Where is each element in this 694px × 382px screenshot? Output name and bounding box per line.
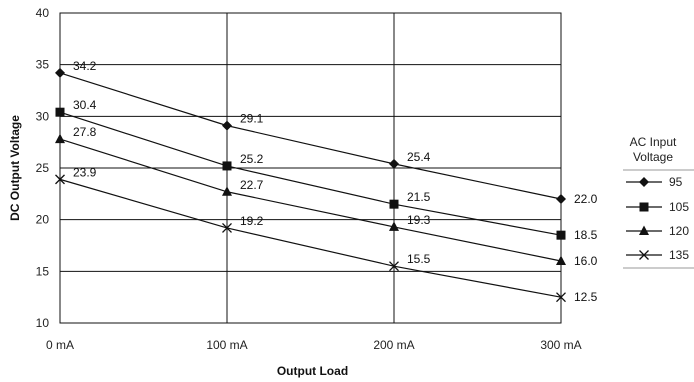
square-marker <box>55 107 65 117</box>
data-label: 23.9 <box>73 165 97 179</box>
legend-item-95: 95 <box>626 175 683 189</box>
diamond-marker <box>55 67 65 78</box>
x-marker <box>639 250 649 260</box>
data-label: 22.7 <box>240 178 264 192</box>
series-line <box>59 111 562 236</box>
plot-frame <box>59 12 562 324</box>
diamond-marker <box>222 120 232 131</box>
legend-item-105: 105 <box>626 200 689 214</box>
data-label: 15.5 <box>407 252 431 266</box>
x-marker-stroke <box>222 222 232 233</box>
legend-title-line2: Voltage <box>633 150 673 164</box>
x-marker-stroke <box>639 250 649 260</box>
triangle-marker <box>639 225 649 235</box>
legend-label: 105 <box>669 200 689 214</box>
triangle-marker <box>556 255 566 265</box>
diamond-marker <box>389 158 399 169</box>
data-label: 34.2 <box>73 59 97 73</box>
data-label: 25.4 <box>407 150 431 164</box>
square-marker <box>556 230 566 240</box>
data-label: 22.0 <box>574 192 598 206</box>
y-tick-label: 15 <box>36 264 50 278</box>
diamond-marker <box>639 177 649 187</box>
x-axis-title: Output Load <box>277 364 348 378</box>
diamond-marker <box>556 194 566 204</box>
y-axis-title: DC Output Voltage <box>8 115 22 221</box>
data-label: 25.2 <box>240 152 264 166</box>
series-layer: 34.2 29.1 25.4 22.0 30.4 25.2 21.5 18.5 27.8 22.7… <box>55 59 598 304</box>
x-tick-label: 200 mA <box>373 338 414 352</box>
triangle-marker <box>55 133 65 144</box>
square-marker <box>389 199 399 209</box>
grid-layer <box>59 12 562 324</box>
triangle-marker <box>389 221 399 231</box>
data-label: 16.0 <box>574 254 598 268</box>
data-label: 29.1 <box>240 112 264 126</box>
square-marker <box>639 202 649 212</box>
legend-item-135: 135 <box>626 248 689 262</box>
x-tick-label: 300 mA <box>540 338 581 352</box>
triangle-marker <box>222 186 232 196</box>
series-line <box>59 138 562 262</box>
series-120: 27.8 22.7 19.3 16.0 <box>55 125 598 268</box>
x-marker <box>389 261 399 272</box>
series-105: 30.4 25.2 21.5 18.5 <box>55 98 598 242</box>
data-label: 27.8 <box>73 125 97 139</box>
data-label: 30.4 <box>73 98 97 112</box>
x-marker <box>556 292 566 303</box>
y-tick-label: 30 <box>36 109 50 123</box>
legend-label: 95 <box>669 175 683 189</box>
data-label: 21.5 <box>407 190 431 204</box>
x-tick-labels: 0 mA 100 mA 200 mA 300 mA <box>46 338 582 352</box>
square-marker <box>222 161 232 171</box>
legend-label: 135 <box>669 248 689 262</box>
x-marker-stroke <box>55 174 65 185</box>
series-line <box>59 72 562 200</box>
y-tick-label: 10 <box>36 316 50 330</box>
x-marker <box>222 222 232 233</box>
legend-items: 95 105 120 135 <box>623 169 694 269</box>
legend: AC Input Voltage 95 105 120 135 <box>623 135 694 269</box>
legend-item-120: 120 <box>626 224 689 238</box>
x-tick-label: 100 mA <box>206 338 247 352</box>
x-marker <box>55 174 65 185</box>
y-tick-labels: 10 15 20 25 30 35 40 <box>36 6 50 330</box>
data-label: 19.2 <box>240 214 264 228</box>
x-marker-stroke <box>389 261 399 272</box>
y-tick-label: 25 <box>36 161 50 175</box>
data-label: 19.3 <box>407 213 431 227</box>
data-label: 18.5 <box>574 228 598 242</box>
series-95: 34.2 29.1 25.4 22.0 <box>55 59 598 206</box>
x-marker-stroke <box>556 292 566 303</box>
data-label: 12.5 <box>574 290 598 304</box>
y-tick-label: 40 <box>36 6 50 20</box>
y-tick-label: 35 <box>36 58 50 72</box>
x-tick-label: 0 mA <box>46 338 74 352</box>
legend-label: 120 <box>669 224 689 238</box>
series-line <box>59 178 562 298</box>
series-135: 23.9 19.2 15.5 12.5 <box>55 165 598 304</box>
legend-title-line1: AC Input <box>630 135 677 149</box>
y-tick-label: 20 <box>36 213 50 227</box>
